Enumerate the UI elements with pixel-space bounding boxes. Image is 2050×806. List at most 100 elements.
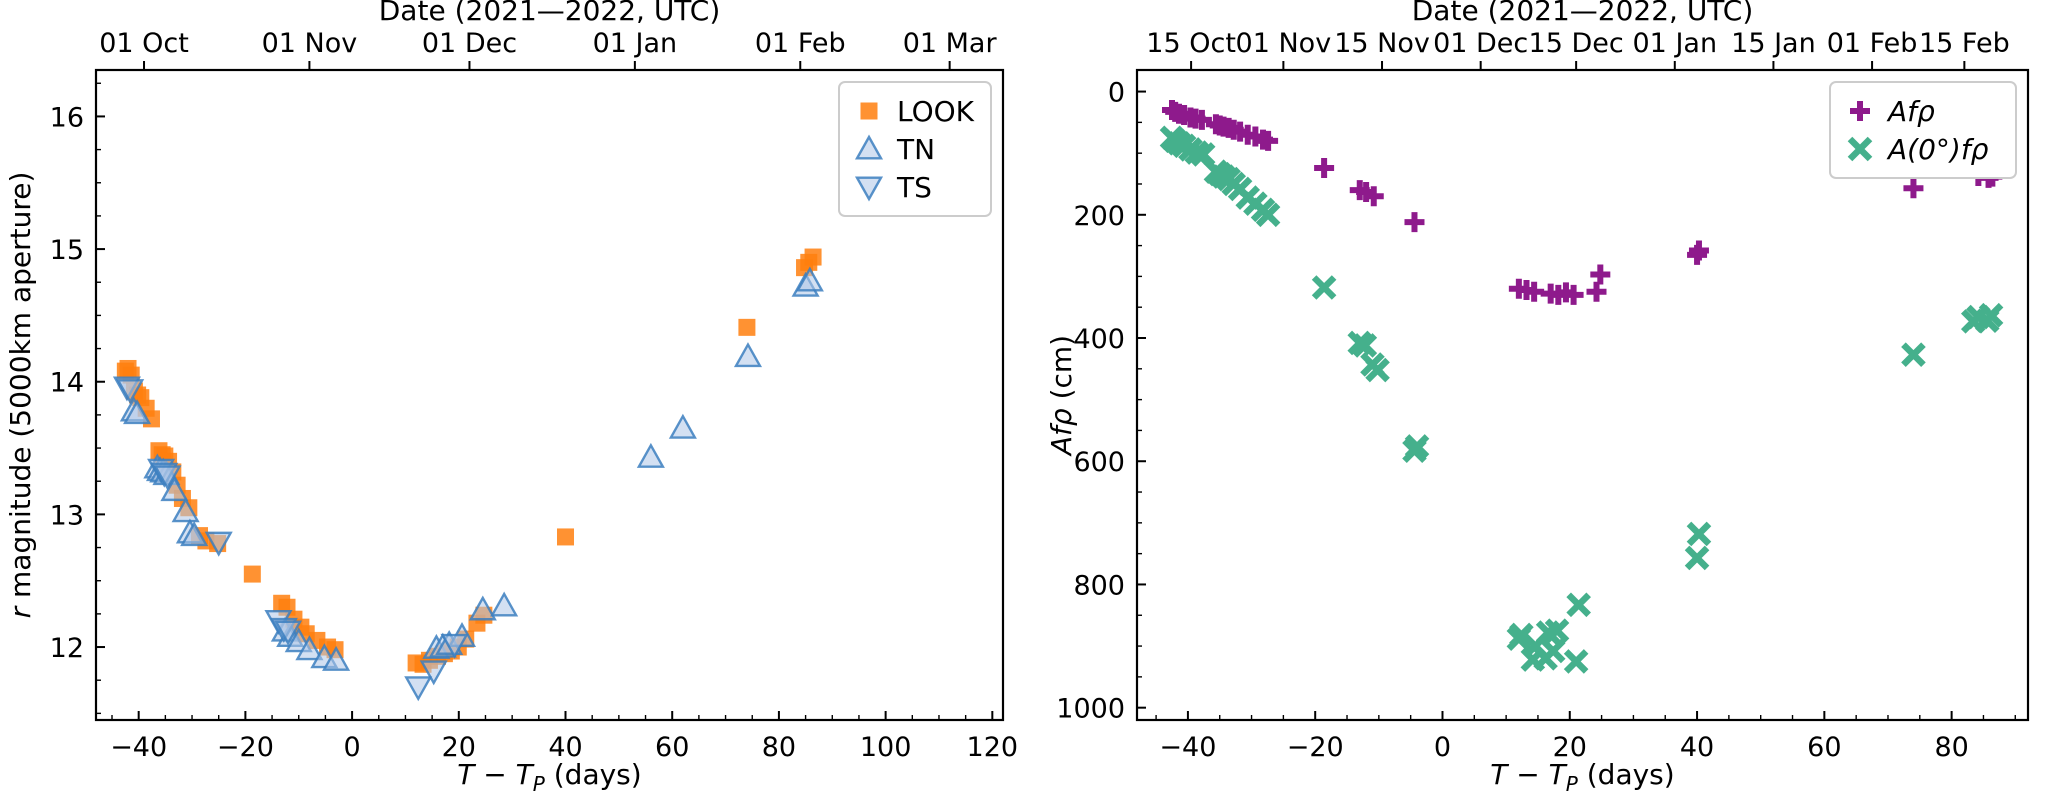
series-1-points bbox=[119, 117, 983, 671]
data-marker-plus bbox=[1850, 101, 1870, 121]
y-axis: 12 13 14 15 16 bbox=[50, 82, 105, 715]
x-axis-title: T − TP (days) bbox=[1490, 758, 1674, 796]
data-marker-x bbox=[1255, 202, 1281, 228]
data-marker-x bbox=[1978, 302, 2004, 328]
x-tick-label: −40 bbox=[110, 732, 167, 763]
x-tick-label: 60 bbox=[655, 732, 689, 763]
data-marker-triangle-up bbox=[171, 497, 200, 523]
top-axis-title: Date (2021—2022, UTC) bbox=[379, 0, 721, 27]
top-tick-label: 15 Feb bbox=[1919, 28, 2010, 59]
legend-label: LOOK bbox=[897, 95, 975, 128]
top-tick-label: 15 Jan bbox=[1731, 28, 1816, 59]
data-marker-triangle-down bbox=[404, 676, 433, 702]
top-tick-label: 01 Oct bbox=[99, 28, 189, 59]
y-tick-label: 14 bbox=[50, 368, 84, 399]
data-marker-x bbox=[1563, 649, 1589, 674]
y-axis: 0 200 400 600 800 1000 bbox=[1056, 78, 1146, 725]
top-tick-label: 01 Nov bbox=[262, 28, 358, 59]
legend: Afρ A(0°)fρ bbox=[1829, 81, 2017, 179]
data-marker-x bbox=[1365, 357, 1390, 383]
data-marker-triangle-up bbox=[668, 413, 697, 439]
top-tick-label: 01 Mar bbox=[903, 28, 998, 59]
y-tick-label: 15 bbox=[50, 235, 84, 266]
legend: LOOK TN TS bbox=[838, 81, 992, 217]
data-marker-triangle-down bbox=[419, 660, 448, 686]
y-tick-label: 800 bbox=[1073, 570, 1125, 601]
y-tick-label: 12 bbox=[50, 633, 84, 664]
y-tick-label: 1000 bbox=[1056, 694, 1125, 725]
y-tick-label: 16 bbox=[50, 102, 84, 133]
data-marker-x bbox=[1540, 638, 1566, 664]
legend-box bbox=[1829, 81, 2017, 179]
data-marker-x bbox=[1847, 136, 1873, 162]
data-marker-plus bbox=[1590, 264, 1611, 285]
data-marker-triangle-up bbox=[490, 591, 519, 617]
data-marker-plus bbox=[1586, 281, 1607, 302]
data-marker-plus bbox=[1363, 186, 1384, 207]
x-axis-top-dates: 01 Oct 01 Nov 01 Dec 01 Jan 01 Feb 01 Mar bbox=[99, 28, 997, 70]
series-1-points bbox=[1159, 125, 2004, 674]
top-tick-label: 15 Nov bbox=[1334, 28, 1430, 59]
data-marker-x bbox=[1566, 592, 1591, 618]
x-tick-label: 0 bbox=[344, 732, 361, 763]
top-tick-label: 15 Oct bbox=[1146, 28, 1236, 59]
top-tick-label: 01 Feb bbox=[755, 28, 846, 59]
x-tick-label: 20 bbox=[442, 732, 476, 763]
data-marker-square bbox=[860, 102, 878, 120]
data-marker-triangle-up bbox=[160, 476, 189, 502]
x-tick-label: 60 bbox=[1807, 732, 1841, 763]
data-marker-triangle-up bbox=[295, 635, 324, 661]
x-tick-label: 100 bbox=[860, 732, 912, 763]
top-tick-label: 01 Nov bbox=[1236, 28, 1332, 59]
data-marker-triangle-down bbox=[854, 176, 884, 202]
top-tick-label: 01 Dec bbox=[422, 28, 517, 59]
legend-label: A(0°)fρ bbox=[1886, 133, 1989, 166]
plot-frame bbox=[94, 68, 1005, 722]
data-marker-square bbox=[557, 528, 575, 546]
data-marker-triangle-up bbox=[180, 521, 209, 547]
x-tick-label: 40 bbox=[1680, 732, 1714, 763]
x-tick-label: 40 bbox=[548, 732, 582, 763]
data-marker-triangle-up bbox=[733, 342, 763, 368]
x-tick-label: 120 bbox=[967, 732, 1019, 763]
data-marker-x bbox=[1352, 333, 1378, 358]
x-axis-title: T − TP (days) bbox=[457, 758, 641, 796]
top-tick-label: 01 Dec bbox=[1433, 28, 1528, 59]
data-marker-x bbox=[1901, 342, 1926, 367]
x-tick-label: −20 bbox=[217, 732, 274, 763]
right-plot-panel: −40 −20 0 20 40 60 80 15 Oct 01 Nov 15 Nov 01 Dec 1… bbox=[1025, 0, 2050, 806]
data-marker-triangle-down bbox=[204, 531, 233, 557]
x-tick-label: 80 bbox=[1934, 732, 1968, 763]
y-axis-title: r magnitude (5000km aperture) bbox=[4, 172, 37, 619]
legend-label: TN bbox=[896, 133, 935, 166]
data-marker-square bbox=[738, 318, 756, 336]
data-marker-triangle-down bbox=[153, 465, 182, 491]
y-tick-label: 13 bbox=[50, 500, 84, 531]
data-marker-plus bbox=[1688, 240, 1709, 261]
y-tick-label: 0 bbox=[1108, 78, 1125, 109]
y-tick-label: 400 bbox=[1073, 324, 1125, 355]
y-tick-label: 600 bbox=[1073, 447, 1125, 478]
left-plot-panel: −40 −20 0 20 40 60 80 100 120 01 Oct 01 Nov 01 Dec 0… bbox=[4, 0, 1018, 796]
plot-frame bbox=[1135, 68, 2030, 722]
data-marker-plus bbox=[1404, 212, 1425, 233]
data-marker-triangle-up bbox=[636, 442, 665, 468]
data-marker-x bbox=[1311, 275, 1337, 300]
top-tick-label: 01 Jan bbox=[593, 28, 678, 59]
series-0-points bbox=[116, 248, 822, 673]
y-tick-label: 200 bbox=[1073, 201, 1125, 232]
top-tick-label: 01 Feb bbox=[1827, 28, 1918, 59]
data-marker-triangle-down bbox=[440, 633, 469, 659]
data-marker-x bbox=[1686, 521, 1712, 547]
data-marker-square bbox=[804, 248, 822, 266]
data-marker-triangle-up bbox=[468, 595, 497, 621]
data-marker-plus bbox=[1903, 178, 1924, 199]
data-marker-x bbox=[1684, 545, 1710, 571]
legend-label: TS bbox=[896, 171, 932, 204]
data-marker-triangle-up bbox=[123, 399, 152, 425]
x-axis-bottom: −40 −20 0 20 40 60 80 100 120 bbox=[110, 711, 1018, 763]
data-marker-triangle-down bbox=[274, 620, 303, 646]
